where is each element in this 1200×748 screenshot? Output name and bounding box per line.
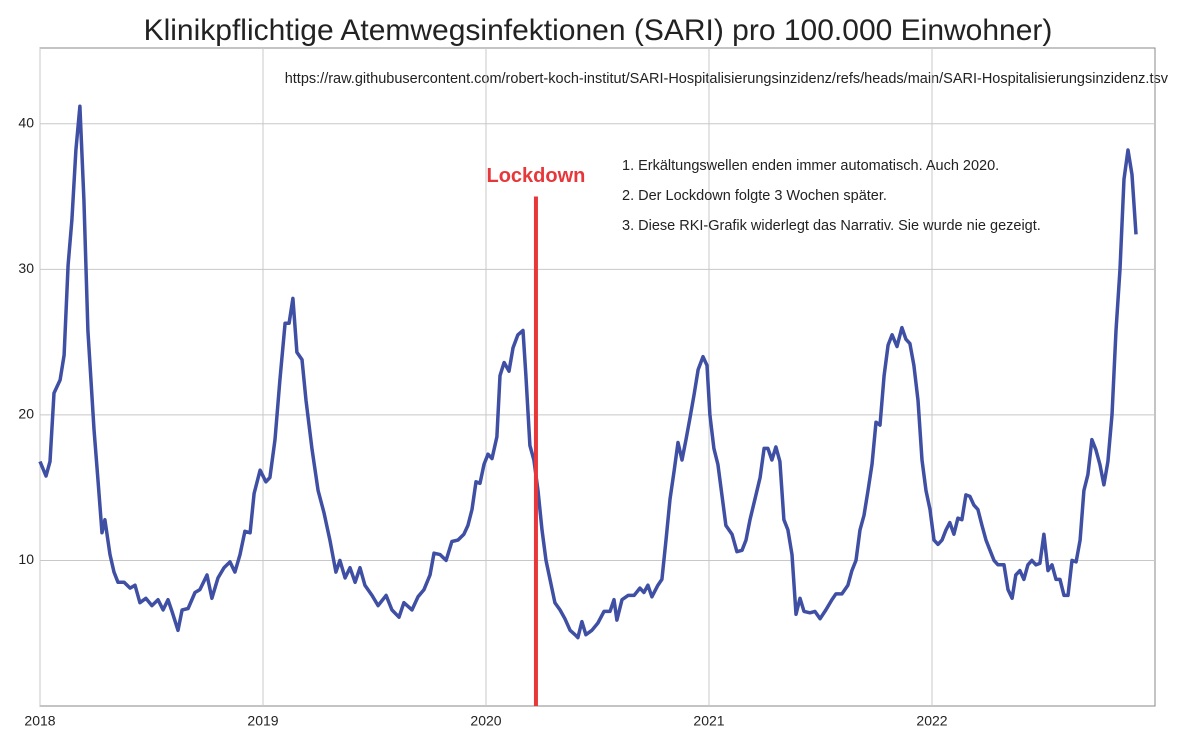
x-tick-label: 2021 — [693, 713, 724, 729]
x-tick-label: 2020 — [470, 713, 501, 729]
note: 2. Der Lockdown folgte 3 Wochen später. — [622, 188, 887, 204]
plot-frame — [39, 47, 1156, 707]
x-tick-label: 2022 — [916, 713, 947, 729]
x-tick-label: 2019 — [247, 713, 278, 729]
x-tick-label: 2018 — [24, 713, 55, 729]
note: 1. Erkältungswellen enden immer automati… — [622, 158, 999, 174]
source-url: https://raw.githubusercontent.com/robert… — [285, 71, 1169, 87]
data-line — [38, 104, 1138, 640]
note: 3. Diese RKI-Grafik widerlegt das Narrat… — [622, 218, 1041, 234]
lockdown-label: Lockdown — [487, 165, 586, 187]
y-tick-label: 40 — [18, 114, 34, 130]
y-tick-label: 10 — [18, 551, 34, 567]
y-tick-label: 20 — [18, 406, 34, 422]
y-tick-label: 30 — [18, 260, 34, 276]
chart-title: Klinikpflichtige Atemwegsinfektionen (SA… — [144, 14, 1053, 47]
